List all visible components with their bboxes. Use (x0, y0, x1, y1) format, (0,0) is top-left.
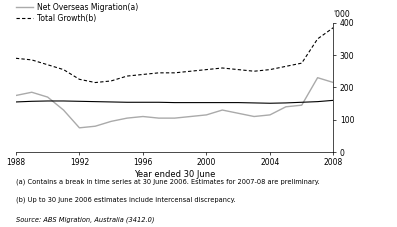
X-axis label: Year ended 30 June: Year ended 30 June (134, 170, 215, 179)
Text: (a) Contains a break in time series at 30 June 2006. Estimates for 2007-08 are p: (a) Contains a break in time series at 3… (16, 178, 320, 185)
Text: '000: '000 (333, 10, 350, 19)
Legend: Natural Increase, Net Overseas Migration(a), Total Growth(b): Natural Increase, Net Overseas Migration… (16, 0, 138, 23)
Text: Source: ABS Migration, Australia (3412.0): Source: ABS Migration, Australia (3412.0… (16, 216, 154, 223)
Text: (b) Up to 30 June 2006 estimates include intercensal discrepancy.: (b) Up to 30 June 2006 estimates include… (16, 196, 235, 203)
